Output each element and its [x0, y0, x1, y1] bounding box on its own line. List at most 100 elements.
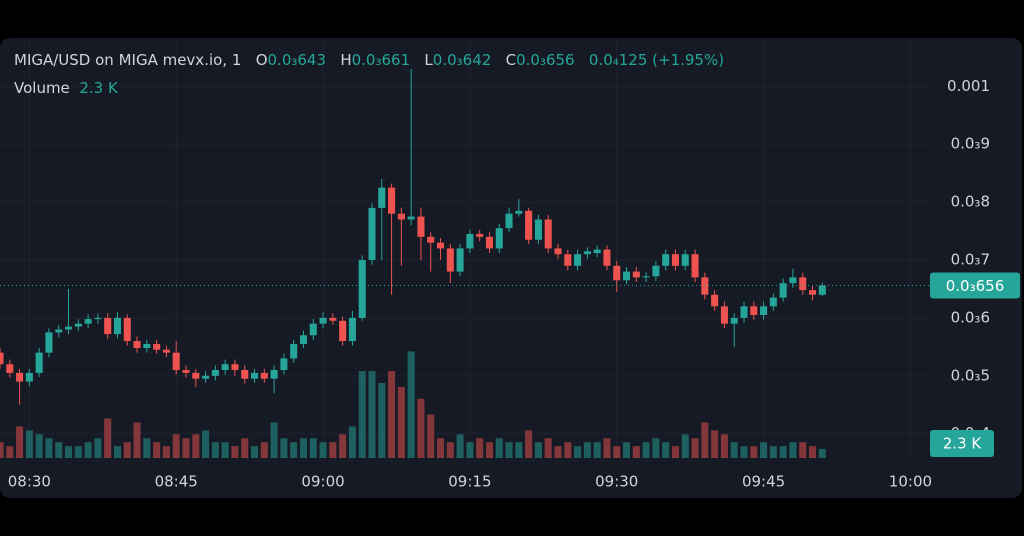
candle-body [603, 249, 611, 266]
candle-body [779, 283, 787, 298]
volume-bar [162, 446, 170, 458]
y-tick-label: 0.0₃8 [951, 193, 990, 211]
volume-bar [407, 351, 415, 458]
volume-bar [182, 438, 190, 458]
candle-body [6, 364, 14, 373]
legend-line: MIGA/USD on MIGA mevx.io, 1 O0.0₃643 H0.… [14, 51, 724, 69]
volume-line: Volume 2.3 K [14, 79, 118, 97]
candle-body [299, 335, 307, 344]
volume-bar [740, 446, 748, 458]
candle-body [456, 248, 464, 272]
volume-bar [397, 386, 405, 458]
candle-body [466, 233, 474, 249]
volume-bar [290, 442, 298, 458]
volume-bar [789, 442, 797, 458]
volume-bar [525, 430, 533, 458]
candle-body [358, 260, 366, 318]
candle-body [84, 319, 92, 324]
candle-body [368, 207, 376, 260]
volume-bar [143, 438, 151, 458]
candle-body [534, 219, 542, 240]
candle-body [290, 343, 298, 359]
volume-bar [378, 382, 386, 458]
candle-body [65, 326, 73, 330]
candle-body [309, 323, 317, 336]
candle-body [143, 343, 151, 348]
volume-bar [221, 442, 229, 458]
h-value: 0.0₃661 [351, 51, 411, 69]
candle-body [437, 242, 445, 249]
volume-bar [299, 438, 307, 458]
candle-body [397, 213, 405, 220]
candle-body [495, 228, 503, 249]
candle-body [241, 370, 249, 379]
candle-body [74, 323, 82, 327]
y-tick-label: 0.001 [947, 77, 990, 95]
volume-bar [701, 422, 709, 458]
volume-bar [358, 371, 366, 458]
volume-bar [113, 446, 121, 458]
candle-body [720, 306, 728, 324]
volume-bar [35, 434, 43, 458]
volume-bar [662, 442, 670, 458]
candle-body [0, 352, 4, 365]
candle-body [348, 317, 356, 342]
volume-bar [574, 446, 582, 458]
candle-body [280, 358, 288, 370]
x-tick-label: 08:45 [155, 473, 198, 491]
candle-body [730, 317, 738, 324]
volume-bar [681, 434, 689, 458]
volume-bar [241, 438, 249, 458]
y-tick-label: 0.0₃6 [951, 308, 990, 326]
candle-body [25, 372, 33, 382]
volume-bar [172, 434, 180, 458]
candle-body [681, 254, 689, 266]
volume-bar [348, 426, 356, 458]
x-tick-label: 09:45 [742, 473, 785, 491]
candle-body [818, 285, 826, 295]
volume-bar [750, 446, 758, 458]
volume-bar [623, 442, 631, 458]
candle-body [417, 216, 425, 237]
x-tick-label: 09:30 [595, 473, 638, 491]
volume-bar [74, 446, 82, 458]
last-volume-label: 2.3 K [943, 435, 983, 453]
candle-body [750, 306, 758, 315]
x-tick-label: 09:15 [448, 473, 491, 491]
candle-body [564, 254, 572, 266]
volume-bar [779, 446, 787, 458]
candle-body [113, 317, 121, 335]
candle-body [446, 248, 454, 272]
volume-bar [466, 442, 474, 458]
volume-bar [642, 442, 650, 458]
volume-bar [231, 446, 239, 458]
candle-body [515, 210, 523, 214]
candle-body [809, 290, 817, 295]
volume-bar [270, 422, 278, 458]
volume-bar [691, 438, 699, 458]
candle-body [172, 352, 180, 370]
volume-bar [153, 442, 161, 458]
y-tick-label: 0.0₃9 [951, 135, 990, 153]
candle-body [104, 317, 112, 335]
volume-bar [505, 442, 513, 458]
volume-bar [192, 434, 200, 458]
candle-body [153, 343, 161, 350]
o-label: O [255, 51, 268, 69]
volume-bar [818, 448, 826, 458]
candle-body [574, 254, 582, 266]
volume-bar [16, 426, 24, 458]
last-volume-badge [930, 430, 994, 457]
volume-bar [280, 438, 288, 458]
volume-label: Volume [14, 79, 70, 97]
candle-body [427, 236, 435, 243]
volume-bar [388, 371, 396, 458]
symbol: MIGA/USD on MIGA mevx.io, 1 [14, 51, 242, 69]
volume-bar [427, 414, 435, 458]
candle-body [16, 372, 24, 382]
candle-body [162, 349, 170, 353]
y-tick-label: 0.0₃7 [951, 251, 990, 269]
volume-bar [711, 430, 719, 458]
